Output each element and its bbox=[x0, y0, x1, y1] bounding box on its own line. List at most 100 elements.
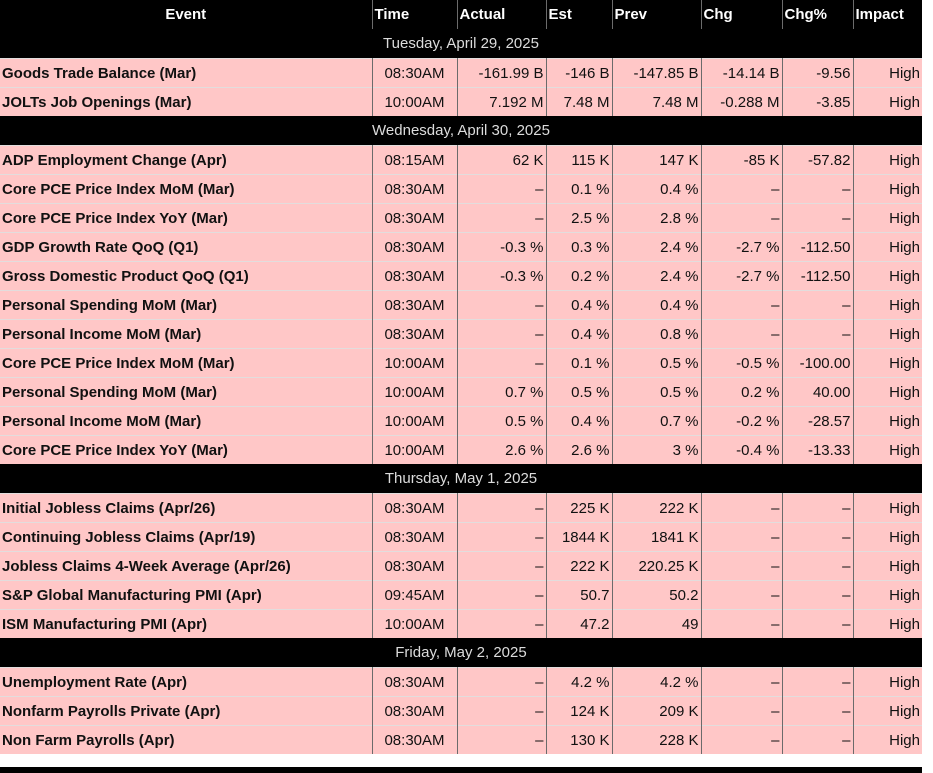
table-row[interactable]: Nonfarm Payrolls Private (Apr) 08:30AM –12… bbox=[0, 696, 922, 726]
table-row[interactable]: Core PCE Price Index MoM (Mar) 10:00AM –0.… bbox=[0, 348, 922, 378]
chg-value: – bbox=[701, 319, 783, 349]
impact-value: High bbox=[853, 145, 922, 175]
chg-pct-value: – bbox=[782, 522, 854, 552]
event-name: Core PCE Price Index MoM (Mar) bbox=[0, 348, 373, 378]
table-row[interactable]: GDP Growth Rate QoQ (Q1) 08:30AM -0.3 % 0.3… bbox=[0, 232, 922, 262]
prev-value: 3 % bbox=[612, 435, 702, 464]
chg-pct-value: – bbox=[782, 493, 854, 523]
est-value: 0.2 % bbox=[546, 261, 613, 291]
impact-value: High bbox=[853, 377, 922, 407]
date-label: Friday, May 2, 2025 bbox=[0, 638, 922, 668]
event-time: 10:00AM bbox=[372, 609, 458, 638]
table-row[interactable]: Core PCE Price Index MoM (Mar) 08:30AM –0.… bbox=[0, 174, 922, 204]
economic-calendar-table: Event Time Actual Est Prev Chg Chg% Impa… bbox=[0, 0, 922, 754]
chg-pct-value: – bbox=[782, 667, 854, 697]
col-header-chg[interactable]: Chg bbox=[701, 0, 783, 29]
table-row[interactable]: Initial Jobless Claims (Apr/26) 08:30AM –2… bbox=[0, 493, 922, 523]
col-header-prev[interactable]: Prev bbox=[612, 0, 702, 29]
est-value: 0.5 % bbox=[546, 377, 613, 407]
chg-pct-value: -13.33 bbox=[782, 435, 854, 464]
actual-value: – bbox=[457, 580, 547, 610]
table-row[interactable]: Goods Trade Balance (Mar) 08:30AM -161.99 … bbox=[0, 58, 922, 88]
event-time: 08:30AM bbox=[372, 232, 458, 262]
event-name: Core PCE Price Index MoM (Mar) bbox=[0, 174, 373, 204]
col-header-event[interactable]: Event bbox=[0, 0, 373, 29]
prev-value: 4.2 % bbox=[612, 667, 702, 697]
table-row[interactable]: Personal Income MoM (Mar) 08:30AM –0.4 % 0.… bbox=[0, 319, 922, 349]
est-value: 124 K bbox=[546, 696, 613, 726]
table-row[interactable]: Personal Spending MoM (Mar) 10:00AM 0.7 % 0… bbox=[0, 377, 922, 407]
chg-value: -2.7 % bbox=[701, 261, 783, 291]
prev-value: 50.2 bbox=[612, 580, 702, 610]
est-value: 0.1 % bbox=[546, 348, 613, 378]
col-header-time[interactable]: Time bbox=[372, 0, 458, 29]
actual-value: – bbox=[457, 696, 547, 726]
event-time: 08:30AM bbox=[372, 290, 458, 320]
table-row[interactable]: S&P Global Manufacturing PMI (Apr) 09:45A… bbox=[0, 580, 922, 610]
col-header-actual[interactable]: Actual bbox=[457, 0, 547, 29]
impact-value: High bbox=[853, 609, 922, 638]
actual-value: – bbox=[457, 203, 547, 233]
table-row[interactable]: ADP Employment Change (Apr) 08:15AM 62 K 11… bbox=[0, 145, 922, 175]
table-row[interactable]: Non Farm Payrolls (Apr) 08:30AM –130 K 228 … bbox=[0, 725, 922, 754]
col-header-est[interactable]: Est bbox=[546, 0, 613, 29]
chg-value: – bbox=[701, 580, 783, 610]
chg-pct-value: – bbox=[782, 725, 854, 754]
col-header-impact[interactable]: Impact bbox=[853, 0, 922, 29]
prev-value: 220.25 K bbox=[612, 551, 702, 581]
est-value: 225 K bbox=[546, 493, 613, 523]
est-value: 0.4 % bbox=[546, 290, 613, 320]
chg-value: – bbox=[701, 725, 783, 754]
table-row[interactable]: Unemployment Rate (Apr) 08:30AM –4.2 % 4.2 … bbox=[0, 667, 922, 697]
actual-value: – bbox=[457, 174, 547, 204]
table-row[interactable]: Jobless Claims 4-Week Average (Apr/26) 08… bbox=[0, 551, 922, 581]
event-name: S&P Global Manufacturing PMI (Apr) bbox=[0, 580, 373, 610]
chg-value: – bbox=[701, 696, 783, 726]
table-row[interactable]: JOLTs Job Openings (Mar) 10:00AM 7.192 M 7.… bbox=[0, 87, 922, 116]
table-row[interactable]: Continuing Jobless Claims (Apr/19) 08:30A… bbox=[0, 522, 922, 552]
prev-value: -147.85 B bbox=[612, 58, 702, 88]
event-name: GDP Growth Rate QoQ (Q1) bbox=[0, 232, 373, 262]
table-row[interactable]: ISM Manufacturing PMI (Apr) 10:00AM –47.2 4… bbox=[0, 609, 922, 638]
chg-pct-value: -57.82 bbox=[782, 145, 854, 175]
event-time: 10:00AM bbox=[372, 406, 458, 436]
chg-pct-value: 40.00 bbox=[782, 377, 854, 407]
event-name: Personal Spending MoM (Mar) bbox=[0, 290, 373, 320]
date-group-header: Friday, May 2, 2025 bbox=[0, 638, 922, 668]
chg-pct-value: – bbox=[782, 174, 854, 204]
actual-value: – bbox=[457, 725, 547, 754]
chg-value: -0.4 % bbox=[701, 435, 783, 464]
chg-value: -0.2 % bbox=[701, 406, 783, 436]
chg-pct-value: – bbox=[782, 319, 854, 349]
table-header: Event Time Actual Est Prev Chg Chg% Impa… bbox=[0, 0, 922, 29]
col-header-chg-pct[interactable]: Chg% bbox=[782, 0, 854, 29]
prev-value: 1841 K bbox=[612, 522, 702, 552]
event-time: 08:30AM bbox=[372, 174, 458, 204]
event-name: ISM Manufacturing PMI (Apr) bbox=[0, 609, 373, 638]
est-value: 2.6 % bbox=[546, 435, 613, 464]
est-value: 4.2 % bbox=[546, 667, 613, 697]
date-label: Tuesday, April 29, 2025 bbox=[0, 29, 922, 59]
impact-value: High bbox=[853, 435, 922, 464]
event-name: Gross Domestic Product QoQ (Q1) bbox=[0, 261, 373, 291]
table-row[interactable]: Gross Domestic Product QoQ (Q1) 08:30AM -0… bbox=[0, 261, 922, 291]
est-value: 0.4 % bbox=[546, 406, 613, 436]
chg-pct-value: -112.50 bbox=[782, 232, 854, 262]
table-row[interactable]: Core PCE Price Index YoY (Mar) 08:30AM –2.… bbox=[0, 203, 922, 233]
chg-value: – bbox=[701, 203, 783, 233]
impact-value: High bbox=[853, 406, 922, 436]
event-time: 08:30AM bbox=[372, 319, 458, 349]
event-name: Unemployment Rate (Apr) bbox=[0, 667, 373, 697]
prev-value: 0.5 % bbox=[612, 377, 702, 407]
table-row[interactable]: Personal Income MoM (Mar) 10:00AM 0.5 % 0.4… bbox=[0, 406, 922, 436]
impact-value: High bbox=[853, 261, 922, 291]
event-time: 08:30AM bbox=[372, 725, 458, 754]
chg-pct-value: – bbox=[782, 580, 854, 610]
impact-value: High bbox=[853, 290, 922, 320]
table-row[interactable]: Core PCE Price Index YoY (Mar) 10:00AM 2.6… bbox=[0, 435, 922, 464]
event-name: Continuing Jobless Claims (Apr/19) bbox=[0, 522, 373, 552]
event-name: Personal Income MoM (Mar) bbox=[0, 319, 373, 349]
table-row[interactable]: Personal Spending MoM (Mar) 08:30AM –0.4 %… bbox=[0, 290, 922, 320]
est-value: 7.48 M bbox=[546, 87, 613, 116]
date-label: Thursday, May 1, 2025 bbox=[0, 464, 922, 494]
